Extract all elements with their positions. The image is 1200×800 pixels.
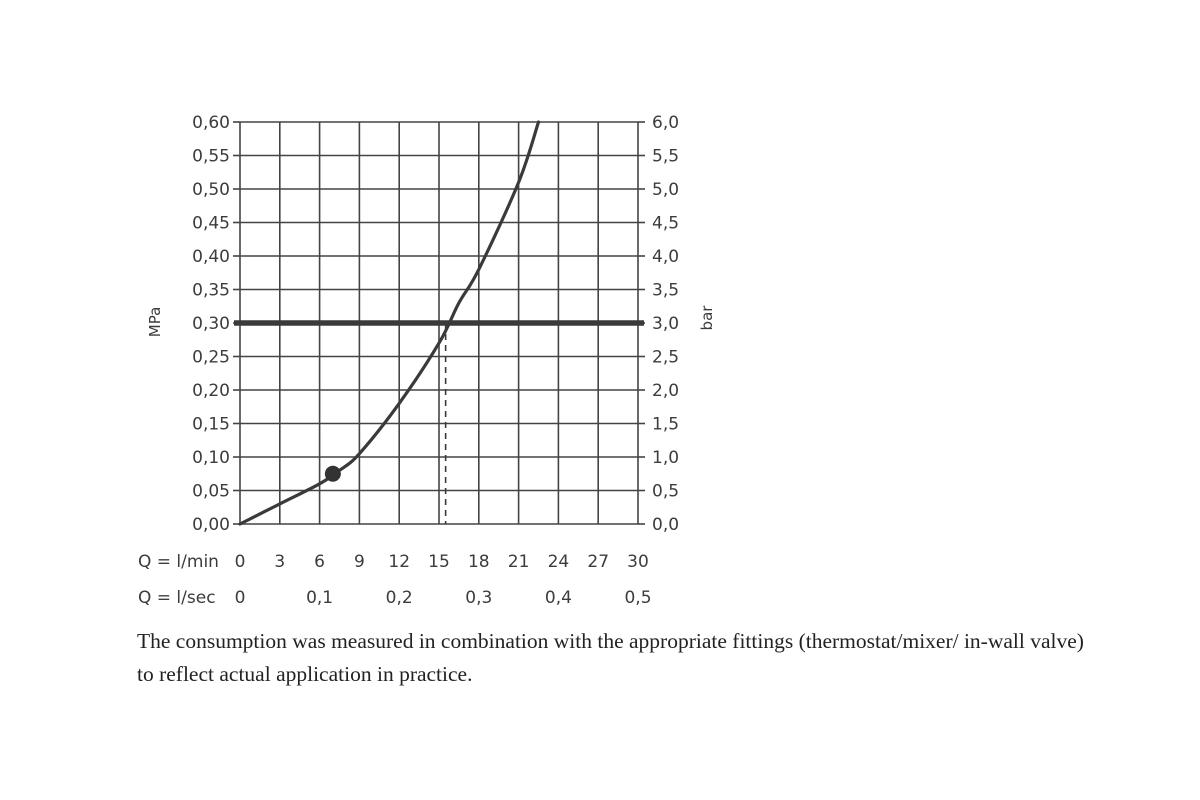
y-left-tick-label: 0,40 — [192, 247, 230, 267]
flow-curve-line — [238, 120, 541, 526]
y-left-axis-title: MPa — [146, 307, 164, 338]
x-primary-tick-label: 15 — [428, 552, 450, 572]
y-right-tick-label: 0,0 — [652, 515, 679, 535]
y-left-tick-label: 0,30 — [192, 314, 230, 334]
x-secondary-tick-label: 0 — [235, 588, 246, 608]
x-primary-tick-label: 21 — [508, 552, 530, 572]
y-left-tick-label: 0,20 — [192, 381, 230, 401]
x-primary-tick-label: 18 — [468, 552, 490, 572]
flow-pressure-chart: 0,00 0,00,05 0,50,10 1,00,15 1,50,20 2,00,25 2… — [138, 113, 716, 608]
operating-point-marker — [324, 465, 341, 482]
x-secondary-tick-label: 0,3 — [465, 588, 492, 608]
y-right-tick-label: 1,5 — [652, 415, 679, 435]
y-right-tick-label: 4,0 — [652, 247, 679, 267]
y-right-tick-label: 3,5 — [652, 281, 679, 301]
y-left-tick-label: 0,05 — [192, 482, 230, 502]
y-right-tick-label: 2,5 — [652, 348, 679, 368]
x-secondary-tick-label: 0,2 — [386, 588, 413, 608]
y-left-tick-label: 0,45 — [192, 214, 230, 234]
chart-caption: The consumption was measured in combinat… — [137, 629, 1084, 686]
y-left-tick-label: 0,35 — [192, 281, 230, 301]
y-right-tick-label: 4,5 — [652, 214, 679, 234]
y-right-tick-label: 3,0 — [652, 314, 679, 334]
y-right-tick-label: 6,0 — [652, 113, 679, 133]
y-right-tick-label: 2,0 — [652, 381, 679, 401]
y-left-tick-label: 0,50 — [192, 180, 230, 200]
y-left-tick-label: 0,10 — [192, 448, 230, 468]
x-primary-axis-label: Q = l/min — [138, 552, 219, 572]
x-primary-tick-label: 27 — [587, 552, 609, 572]
y-left-tick-label: 0,60 — [192, 113, 230, 133]
x-primary-tick-label: 9 — [354, 552, 365, 572]
x-secondary-tick-label: 0,1 — [306, 588, 333, 608]
y-left-tick-label: 0,25 — [192, 348, 230, 368]
y-right-axis-title: bar — [698, 305, 716, 331]
x-secondary-tick-label: 0,5 — [624, 588, 651, 608]
x-primary-tick-label: 30 — [627, 552, 649, 572]
y-right-tick-label: 5,0 — [652, 180, 679, 200]
y-right-tick-label: 0,5 — [652, 482, 679, 502]
x-primary-tick-label: 24 — [548, 552, 570, 572]
y-right-tick-label: 1,0 — [652, 448, 679, 468]
y-left-tick-label: 0,55 — [192, 147, 230, 167]
y-right-tick-label: 5,5 — [652, 147, 679, 167]
x-secondary-tick-label: 0,4 — [545, 588, 572, 608]
y-left-tick-label: 0,00 — [192, 515, 230, 535]
x-primary-tick-label: 12 — [388, 552, 410, 572]
x-primary-tick-label: 0 — [235, 552, 246, 572]
x-primary-tick-label: 3 — [274, 552, 285, 572]
x-secondary-axis-label: Q = l/sec — [138, 588, 216, 608]
x-primary-tick-label: 6 — [314, 552, 325, 572]
y-left-tick-label: 0,15 — [192, 415, 230, 435]
